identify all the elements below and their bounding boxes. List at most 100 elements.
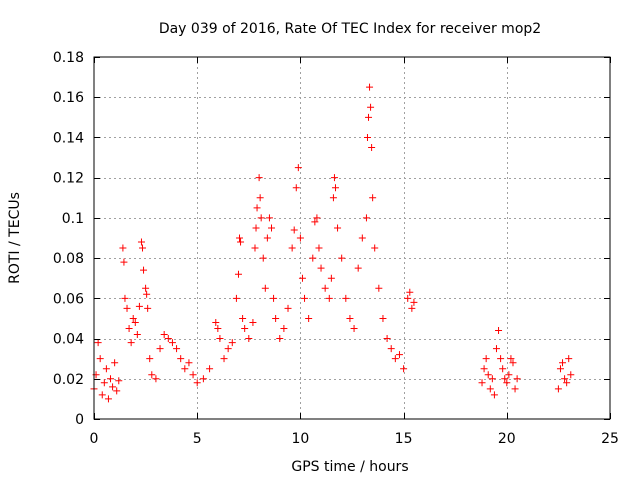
data-point: [133, 331, 141, 339]
data-point: [309, 254, 317, 262]
data-point: [367, 103, 375, 111]
data-point: [109, 383, 117, 391]
data-point: [331, 184, 339, 192]
data-point: [486, 385, 494, 393]
data-point: [142, 284, 150, 292]
data-point: [185, 359, 193, 367]
data-point: [556, 365, 564, 373]
data-point: [567, 371, 575, 379]
data-point: [375, 284, 383, 292]
data-point: [368, 144, 376, 151]
y-tick-label: 0.06: [53, 291, 84, 307]
data-point: [121, 294, 129, 302]
data-point: [168, 339, 176, 347]
data-point: [400, 365, 408, 373]
y-tick-label: 0.02: [53, 372, 84, 388]
data-point: [296, 234, 304, 242]
data-point: [249, 318, 257, 326]
data-point: [232, 294, 240, 302]
data-point: [311, 218, 319, 226]
data-point: [241, 325, 249, 332]
grid-lines: [94, 57, 610, 419]
data-point: [284, 304, 292, 312]
data-point: [140, 266, 148, 274]
y-tick-label: 0.04: [53, 332, 84, 348]
data-point: [561, 375, 569, 383]
chart-title: Day 039 of 2016, Rate Of TEC Index for r…: [159, 21, 541, 37]
x-tick-label: 20: [498, 431, 516, 447]
data-point: [305, 314, 313, 322]
data-point: [317, 264, 325, 272]
data-point: [272, 314, 280, 322]
data-point: [234, 270, 242, 278]
data-point: [559, 359, 567, 367]
data-point: [94, 339, 102, 347]
x-tick-label: 15: [395, 431, 413, 447]
data-point: [113, 387, 121, 395]
data-point: [265, 214, 273, 222]
data-point: [298, 274, 306, 282]
data-point: [224, 345, 232, 353]
data-point: [129, 314, 137, 322]
data-point: [102, 365, 110, 373]
data-point: [362, 214, 370, 222]
data-point: [288, 244, 296, 252]
data-point: [334, 224, 342, 232]
data-point: [363, 133, 371, 141]
data-point: [270, 294, 278, 302]
data-point: [391, 355, 399, 363]
data-point: [350, 325, 358, 332]
data-point: [513, 375, 521, 383]
data-point: [499, 365, 507, 373]
y-tick-label: 0.08: [53, 251, 84, 267]
data-point: [268, 224, 276, 232]
data-point: [199, 375, 207, 383]
data-point: [497, 355, 505, 363]
data-point: [482, 355, 490, 363]
x-tick-label: 10: [291, 431, 309, 447]
data-point: [135, 302, 143, 310]
data-point: [252, 224, 260, 232]
plot-frame: [93, 56, 611, 420]
y-tick-label: 0: [75, 412, 84, 428]
y-tick-label: 0.1: [62, 211, 84, 227]
x-tick-label: 0: [90, 431, 99, 447]
data-point: [313, 214, 321, 222]
y-tick-label: 0.12: [53, 171, 84, 187]
data-points: [90, 83, 575, 403]
data-point: [565, 355, 573, 363]
tick-labels: 0 5 10 15 20 25 0 0.02 0.04 0.06 0.08 0.1 0.12 0.14 0.…: [53, 50, 619, 447]
data-point: [193, 379, 201, 387]
data-point: [404, 294, 412, 302]
data-point: [143, 290, 151, 298]
data-point: [261, 284, 269, 292]
data-point: [214, 325, 222, 332]
data-point: [253, 204, 261, 212]
data-point: [263, 234, 271, 242]
x-tick-label: 25: [601, 431, 619, 447]
data-point: [160, 331, 168, 339]
data-point: [329, 194, 337, 202]
data-point: [366, 83, 374, 91]
y-tick-label: 0.14: [53, 130, 84, 146]
data-point: [478, 379, 486, 387]
data-point: [495, 327, 503, 335]
data-point: [96, 355, 104, 363]
data-point: [492, 345, 500, 353]
data-point: [220, 355, 228, 363]
data-point: [251, 244, 259, 252]
data-point: [127, 339, 135, 347]
data-point: [152, 375, 160, 383]
data-point: [111, 359, 119, 367]
data-point: [257, 214, 265, 222]
data-point: [256, 194, 264, 202]
data-point: [137, 238, 145, 246]
data-point: [131, 318, 139, 326]
axis-ticks: [94, 57, 611, 420]
data-point: [100, 379, 108, 387]
data-point: [315, 244, 323, 252]
data-point: [338, 254, 346, 262]
data-point: [237, 238, 245, 246]
data-point: [480, 365, 488, 373]
data-point: [107, 375, 115, 383]
